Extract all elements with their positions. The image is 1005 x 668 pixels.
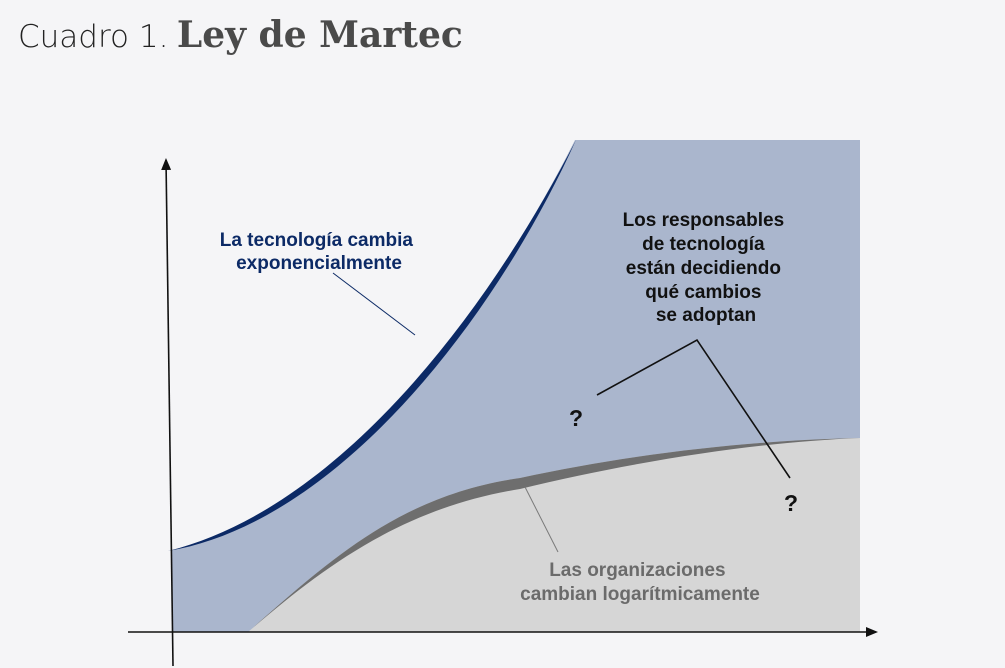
organizations-region: [248, 438, 860, 632]
diagram-title: Cuadro 1. Ley de Martec: [18, 14, 463, 56]
organizations-leader-line: [524, 486, 559, 553]
leaders-pointer-lines: [596, 338, 791, 479]
technology-leader-line: [332, 272, 416, 336]
leaders-label: Los responsables de tecnología están dec…: [623, 210, 790, 326]
organizations-curve: [248, 438, 860, 632]
question-mark-lower: ?: [784, 490, 798, 516]
title-main: Ley de Martec: [176, 14, 463, 56]
organizations-label-line-2: cambian logarítmicamente: [520, 584, 760, 605]
y-axis: [161, 158, 174, 667]
title-prefix: Cuadro 1.: [18, 19, 169, 55]
technology-label-line-2: exponencialmente: [236, 253, 402, 274]
technology-label-line-1: La tecnología cambia: [220, 230, 414, 251]
leaders-label-line-5: se adoptan: [656, 305, 756, 326]
leaders-label-line-1: Los responsables: [623, 210, 785, 231]
organizations-label-line-1: Las organizaciones: [549, 560, 725, 581]
leaders-label-line-3: están decidiendo: [626, 258, 781, 279]
leaders-label-line-4: qué cambios: [645, 282, 761, 303]
leaders-label-line-2: de tecnología: [642, 234, 765, 255]
technology-label: La tecnología cambia exponencialmente: [220, 230, 419, 274]
organizations-label: Las organizaciones cambian logarítmicame…: [520, 560, 760, 605]
question-mark-upper: ?: [569, 405, 583, 431]
